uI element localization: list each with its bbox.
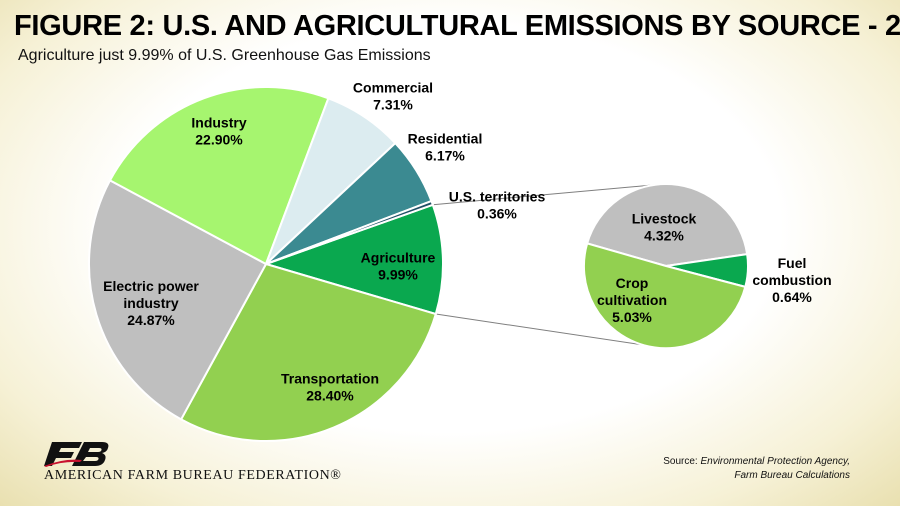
slice-u-s-territories-label: U.S. territories 0.36%: [449, 189, 546, 222]
slice-transportation: [179, 262, 438, 442]
chart-subtitle: Agriculture just 9.99% of U.S. Greenhous…: [18, 47, 431, 64]
slice-livestock: [585, 183, 749, 268]
agriculture-breakdown-pie: Livestock 4.32% Fuel combustion 0.64% Crop cul…: [582, 183, 832, 350]
slice-industry: [108, 86, 330, 266]
source-label: Source:: [663, 456, 698, 467]
slice-agriculture: [262, 203, 445, 316]
slice-livestock-label: Livestock 4.32%: [632, 211, 697, 244]
source-note: Source: Environmental Protection Agency,…: [663, 455, 850, 483]
source-line-1: Environmental Protection Agency,: [700, 456, 850, 467]
main-pie: Agriculture 9.99% Transportation 28.40% Elec…: [88, 80, 546, 442]
chart-title: FIGURE 2: U.S. AND AGRICULTURAL EMISSION…: [14, 10, 900, 42]
slice-transportation-label: Transportation 28.40%: [281, 371, 379, 404]
slice-commercial-label: Commercial 7.31%: [353, 80, 433, 113]
afbf-logo-mark-icon: [44, 442, 109, 467]
afbf-logo-text: AMERICAN FARM BUREAU FEDERATION®: [44, 468, 342, 483]
slice-crop-cultivation-label: Crop cultivation 5.03%: [597, 275, 667, 325]
slice-crop-cultivation: [582, 242, 747, 350]
slice-residential-label: Residential 6.17%: [408, 131, 483, 164]
connector-line-bottom: [435, 313, 664, 349]
connector-line-top: [432, 183, 664, 206]
source-line-2: Farm Bureau Calculations: [734, 470, 850, 481]
zoom-connectors: [432, 183, 664, 349]
slice-u-s-territories: [265, 199, 435, 265]
slice-industry-label: Industry 22.90%: [191, 115, 246, 148]
afbf-logo: AMERICAN FARM BUREAU FEDERATION®: [44, 440, 341, 486]
slice-electric-power-industry: [88, 179, 268, 421]
slice-electric-power-industry-label: Electric power industry 24.87%: [103, 278, 199, 328]
slice-fuel-combustion-label: Fuel combustion 0.64%: [752, 255, 831, 305]
slice-agriculture-label: Agriculture 9.99%: [361, 250, 436, 283]
